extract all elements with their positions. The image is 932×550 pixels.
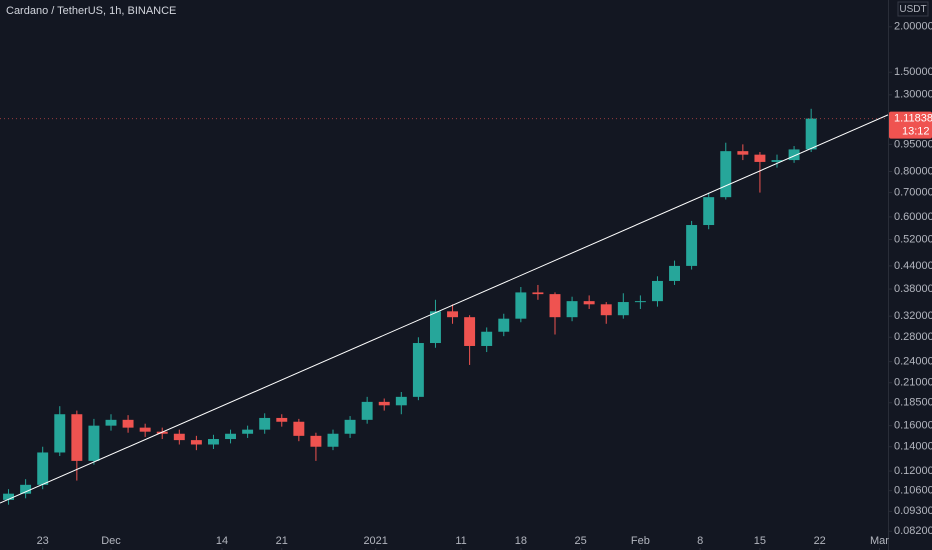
x-tick-label: Mar	[870, 535, 889, 547]
candle-body	[651, 280, 663, 302]
countdown-label: 13:12	[902, 126, 930, 138]
candle-body	[549, 294, 561, 318]
candle-body	[88, 425, 100, 461]
y-tick-label: 0.24000	[894, 356, 932, 368]
candle-body	[754, 154, 766, 162]
trendline	[0, 114, 889, 504]
y-tick-label: 0.52000	[894, 233, 932, 245]
candle-body	[71, 414, 83, 461]
candle-body	[293, 421, 305, 436]
candle-body	[156, 431, 168, 434]
candle-body	[583, 301, 595, 305]
x-tick-label: Feb	[631, 535, 650, 547]
candle-body	[481, 331, 493, 346]
y-tick-label: 0.60000	[894, 211, 932, 223]
candle-body	[566, 301, 578, 318]
candle-body	[686, 225, 698, 266]
candle-body	[737, 151, 749, 155]
candle-body	[532, 292, 544, 295]
candle-body	[617, 302, 629, 316]
y-tick-label: 0.70000	[894, 186, 932, 198]
y-tick-label: 0.12000	[894, 465, 932, 477]
y-tick-label: 0.14000	[894, 441, 932, 453]
candle-body	[361, 401, 373, 420]
candle-body	[259, 417, 271, 430]
chart-title: Cardano / TetherUS, 1h, BINANCE	[6, 5, 176, 17]
x-tick-label: 23	[37, 535, 49, 547]
y-tick-label: 0.44000	[894, 260, 932, 272]
y-tick-label: 0.10600	[894, 485, 932, 497]
candle-body	[327, 433, 339, 447]
y-tick-label: 1.30000	[894, 89, 932, 101]
y-tick-label: 0.21000	[894, 377, 932, 389]
currency-badge	[897, 1, 929, 17]
candle-body	[242, 429, 254, 434]
candle-body	[412, 343, 424, 397]
y-tick-label: 1.50000	[894, 66, 932, 78]
candle-body	[190, 440, 202, 445]
candle-body	[54, 414, 66, 453]
y-tick-label: 2.00000	[894, 21, 932, 33]
y-tick-label: 0.08200	[894, 525, 932, 537]
candle-body	[139, 427, 151, 432]
x-tick-label: Dec	[101, 535, 121, 547]
y-tick-label: 0.09300	[894, 505, 932, 517]
last-price-badge	[889, 111, 932, 139]
candle-body	[788, 149, 800, 161]
candle-body	[173, 433, 185, 441]
y-tick-label: 0.16000	[894, 420, 932, 432]
candle-body	[207, 439, 219, 445]
candle-body	[720, 151, 732, 198]
last-price-label: 1.11838	[894, 113, 932, 125]
x-tick-label: 15	[754, 535, 766, 547]
candle-body	[122, 419, 134, 428]
candle-body	[600, 304, 612, 316]
candle-body	[805, 118, 817, 150]
candle-body	[464, 317, 476, 346]
y-tick-label: 0.95000	[894, 138, 932, 150]
x-tick-label: 22	[814, 535, 826, 547]
currency-label: USDT	[899, 4, 926, 15]
candle-body	[669, 265, 681, 281]
candle-body	[447, 311, 459, 318]
x-tick-label: 11	[455, 535, 466, 547]
candle-body	[429, 311, 441, 344]
y-tick-label: 0.18500	[894, 397, 932, 409]
candle-body	[20, 484, 32, 494]
x-tick-label: 8	[697, 535, 703, 547]
candle-body	[225, 433, 237, 440]
candle-body	[395, 396, 407, 406]
candle-body	[105, 419, 117, 426]
candle-body	[344, 419, 356, 434]
x-tick-label: 21	[276, 535, 288, 547]
x-tick-label: 18	[515, 535, 527, 547]
x-tick-label: 25	[574, 535, 586, 547]
candle-body	[378, 401, 390, 406]
candle-body	[3, 493, 15, 500]
candle-body	[703, 197, 715, 226]
candle-body	[634, 301, 646, 303]
x-tick-label: 2021	[363, 535, 387, 547]
candle-body	[771, 160, 783, 162]
candle-body	[498, 318, 510, 332]
y-tick-label: 0.32000	[894, 310, 932, 322]
x-tick-label: 14	[216, 535, 228, 547]
candle-body	[37, 452, 49, 485]
candle-body	[310, 435, 322, 447]
candle-body	[515, 292, 527, 319]
candle-body	[276, 417, 288, 422]
y-tick-label: 0.28000	[894, 331, 932, 343]
y-tick-label: 0.80000	[894, 165, 932, 177]
y-tick-label: 0.38000	[894, 283, 932, 295]
